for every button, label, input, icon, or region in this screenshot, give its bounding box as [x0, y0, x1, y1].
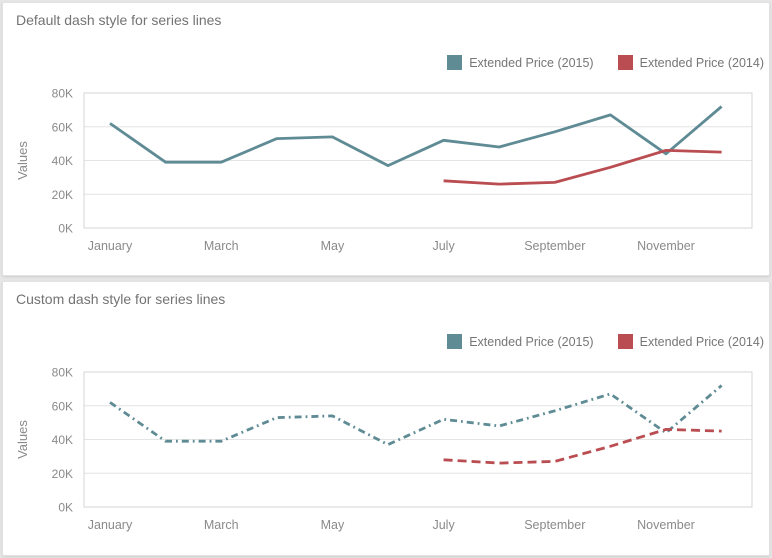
- series-line[interactable]: [443, 428, 722, 465]
- legend-item-extended-price-2015[interactable]: Extended Price (2015): [447, 334, 594, 349]
- x-tick-label: January: [88, 518, 133, 532]
- legend: Extended Price (2015) Extended Price (20…: [423, 334, 764, 349]
- chart-card-custom-dash: Custom dash style for series lines Exten…: [2, 281, 770, 556]
- y-axis-title: Values: [15, 420, 30, 459]
- legend-swatch-2014-icon: [617, 334, 633, 349]
- legend-label-2015: Extended Price (2015): [469, 334, 594, 349]
- y-tick-label: 20K: [52, 188, 73, 202]
- x-tick-label: May: [321, 239, 345, 253]
- x-tick-label: March: [204, 518, 239, 532]
- x-tick-label: November: [637, 239, 695, 253]
- x-tick-label: July: [432, 239, 455, 253]
- series-line[interactable]: [443, 149, 722, 186]
- legend: Extended Price (2015) Extended Price (20…: [423, 55, 764, 70]
- legend-item-extended-price-2014[interactable]: Extended Price (2014): [617, 334, 764, 349]
- chart-card-default-dash: Default dash style for series lines Exte…: [2, 2, 770, 276]
- series-line[interactable]: [109, 105, 723, 167]
- legend-label-2015: Extended Price (2015): [469, 55, 594, 70]
- plot-border: [83, 92, 753, 229]
- plot-border: [83, 371, 753, 508]
- legend-swatch-2015-icon: [447, 334, 463, 349]
- y-tick-label: 40K: [52, 433, 73, 447]
- y-tick-label: 80K: [52, 87, 73, 101]
- x-tick-label: July: [432, 518, 455, 532]
- line-chart-custom-dash[interactable]: 80K 60K 40K 20K 0K January March May July Septemb…: [3, 352, 769, 552]
- chart-title: Custom dash style for series lines: [16, 291, 226, 307]
- chart-title: Default dash style for series lines: [16, 12, 222, 28]
- y-axis-title: Values: [15, 141, 30, 180]
- legend-item-extended-price-2015[interactable]: Extended Price (2015): [447, 55, 594, 70]
- y-tick-label: 0K: [58, 501, 73, 515]
- y-tick-label: 40K: [52, 154, 73, 168]
- legend-swatch-2014-icon: [617, 55, 633, 70]
- legend-label-2014: Extended Price (2014): [639, 334, 764, 349]
- x-tick-label: January: [88, 239, 133, 253]
- y-tick-label: 80K: [52, 366, 73, 380]
- x-tick-label: November: [637, 518, 695, 532]
- legend-swatch-2015-icon: [447, 55, 463, 70]
- legend-item-extended-price-2014[interactable]: Extended Price (2014): [617, 55, 764, 70]
- y-tick-label: 60K: [52, 399, 73, 413]
- series-line[interactable]: [109, 384, 723, 446]
- x-tick-label: September: [524, 239, 585, 253]
- x-tick-label: March: [204, 239, 239, 253]
- x-tick-label: September: [524, 518, 585, 532]
- y-tick-label: 60K: [52, 120, 73, 134]
- line-chart-default-dash[interactable]: 80K 60K 40K 20K 0K January March May July Septemb…: [3, 73, 769, 273]
- x-tick-label: May: [321, 518, 345, 532]
- legend-label-2014: Extended Price (2014): [639, 55, 764, 70]
- y-tick-label: 0K: [58, 222, 73, 236]
- y-tick-label: 20K: [52, 467, 73, 481]
